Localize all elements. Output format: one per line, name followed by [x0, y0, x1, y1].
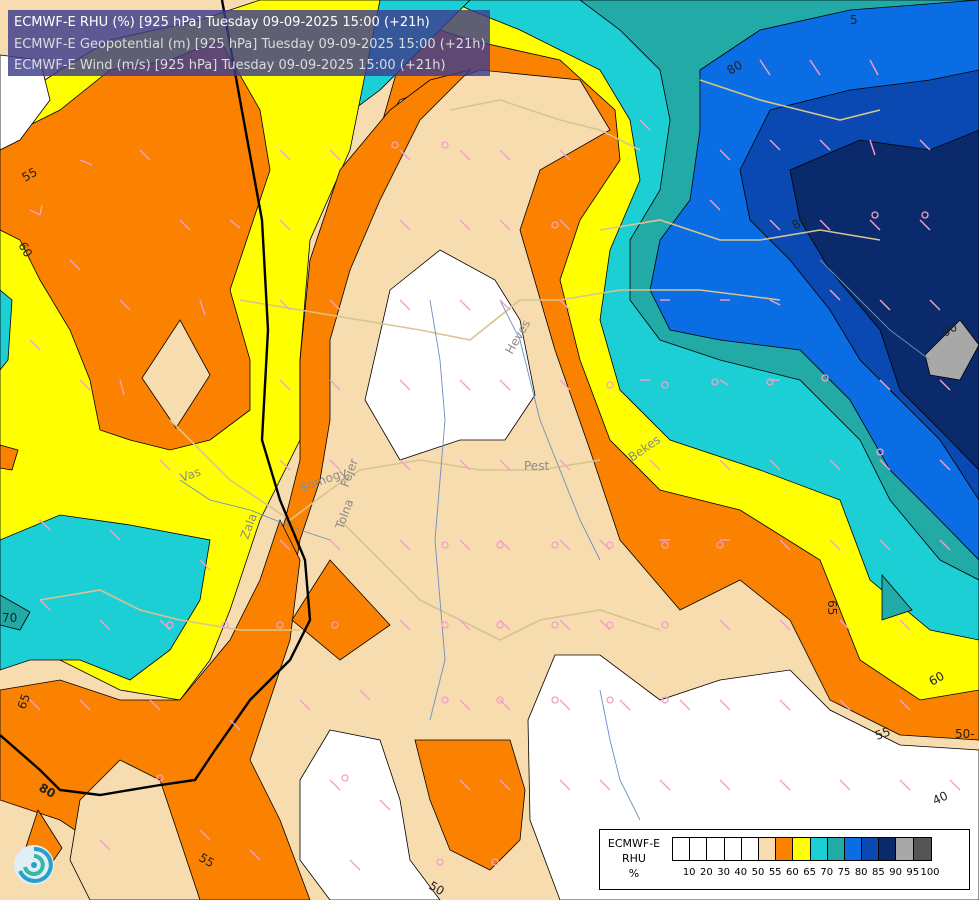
rhu-zone-75-east-small [881, 573, 913, 621]
legend-tick-label: 90 [889, 867, 902, 878]
rhu-zone-75-west-corner [0, 594, 31, 631]
contour-label-85: 85 [790, 213, 810, 233]
legend-title: ECMWF-E RHU % [604, 836, 664, 881]
legend-tick-label: 75 [837, 867, 851, 878]
region-label-vas: Vas [178, 465, 202, 485]
legend-swatch [862, 838, 880, 860]
wind-barb-dots [156, 141, 929, 866]
legend-title-unit: % [628, 867, 640, 880]
contour-label-55-west: 55 [20, 165, 40, 185]
title-line-wind: ECMWF-E Wind (m/s) [925 hPa] Tuesday 09-… [14, 58, 446, 73]
legend-swatch [724, 838, 742, 860]
legend-swatch [810, 838, 828, 860]
legend-swatch [673, 838, 691, 860]
contour-label-70-west: 70 [2, 611, 17, 625]
rhu-zone-60-south-central [414, 739, 526, 871]
legend-swatch [879, 838, 897, 860]
legend-tick-label: 85 [872, 867, 885, 878]
contour-label-55-south: 55 [197, 850, 217, 870]
rhu-zone-50-center [364, 249, 536, 461]
contour-label-50-south: 50 [427, 878, 447, 898]
ecmwf-logo-icon [14, 845, 54, 885]
legend-tick-label: 100 [920, 867, 940, 878]
contour-label-60-west: 60 [15, 240, 35, 260]
title-line-geopotential: ECMWF-E Geopotential (m) [925 hPa] Tuesd… [14, 36, 486, 52]
legend-tick-label: 10 [682, 867, 696, 878]
legend-tick-label: 70 [820, 867, 834, 878]
contour-label-65-east: 65 [825, 600, 839, 615]
legend-swatch [793, 838, 811, 860]
geopotential-contour-80 [0, 0, 312, 797]
region-label-pest: Pest [524, 459, 549, 473]
legend-swatch [827, 838, 845, 860]
rhu-zone-60-south-patch [291, 559, 391, 661]
legend-tick-label: 80 [854, 867, 868, 878]
legend-swatch [844, 838, 863, 860]
border-lines [39, 79, 881, 641]
contour-label-90: 90 [940, 320, 960, 340]
title-line-rhu: ECMWF-E RHU (%) [925 hPa] Tuesday 09-09-… [14, 15, 430, 30]
rhu-zone-55-west-inner [141, 319, 211, 429]
rhu-zone-95-east [924, 319, 979, 381]
wind-barbs [29, 59, 961, 871]
legend-swatch [758, 838, 777, 860]
legend-tick-label: 40 [734, 867, 748, 878]
legend-swatch [690, 838, 708, 860]
legend-swatch [913, 838, 931, 860]
legend-swatch [776, 838, 794, 860]
legend-tick-label: 95 [906, 867, 920, 878]
legend-title-variable: RHU [622, 852, 646, 865]
contour-label-55-east: 55 [873, 724, 892, 742]
legend-tick-label: 65 [803, 867, 816, 878]
legend-tick-labels: 10 20 30 40 50 55 60 65 70 75 80 85 90 95 100 [672, 867, 972, 881]
legend-title-model: ECMWF-E [607, 837, 661, 850]
rhu-zone-70-west [0, 514, 211, 681]
rhu-zone-90-east [789, 129, 979, 471]
legend-tick-label: 20 [700, 867, 713, 878]
legend-tick-label: 50 [751, 867, 765, 878]
legend-color-scale [672, 837, 932, 861]
contour-label-5: 5 [850, 13, 858, 27]
map-title-box: ECMWF-E RHU (%) [925 hPa] Tuesday 09-09-… [8, 10, 490, 76]
legend-tick-label: 55 [768, 867, 782, 878]
legend-swatch [707, 838, 725, 860]
legend-swatch [896, 838, 914, 860]
contour-label-50-east: 50- [955, 727, 975, 741]
contour-label-40: 40 [930, 789, 950, 808]
contour-label-65-west: 65 [15, 692, 33, 711]
rhu-zone-60-west-edge [0, 444, 19, 471]
contour-label-80-north: 80 [725, 58, 745, 78]
legend-tick-label: 60 [786, 867, 799, 878]
legend-swatch [741, 838, 759, 860]
rhu-legend: ECMWF-E RHU % 10 20 30 40 50 55 60 65 70 75 80 85 90… [599, 829, 970, 890]
rhu-zone-50-south [299, 729, 441, 900]
rhu-zone-70-west-edge [0, 289, 13, 371]
contour-label-60-east: 60 [927, 669, 947, 689]
river-lines [179, 259, 931, 821]
legend-tick-label: 30 [717, 867, 730, 878]
